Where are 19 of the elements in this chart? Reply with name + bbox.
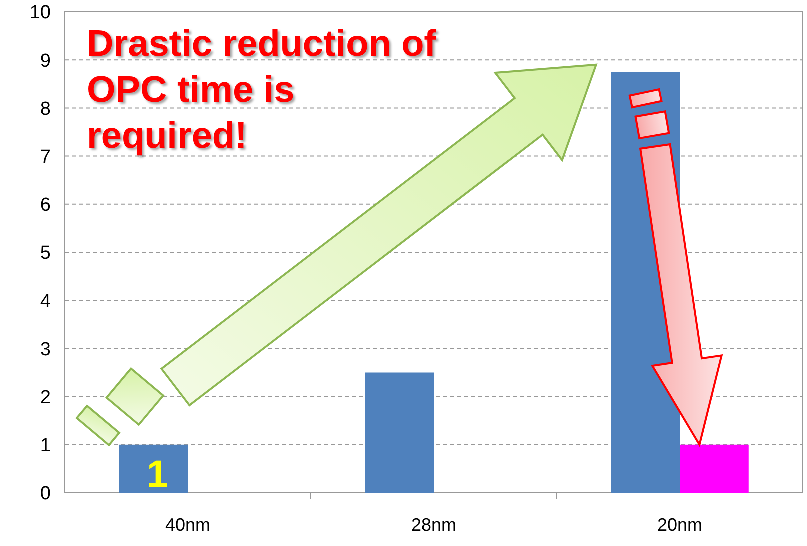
x-tick-label: 20nm [657, 515, 703, 535]
bar [680, 444, 749, 493]
y-tick-label: 5 [40, 243, 51, 264]
y-tick-label: 4 [40, 291, 52, 312]
y-tick-label: 8 [40, 98, 51, 120]
y-tick-label: 9 [40, 50, 51, 72]
y-tick-label: 1 [40, 436, 51, 457]
y-tick-label: 6 [40, 195, 51, 216]
bar [119, 444, 188, 493]
x-tick-label: 40nm [165, 515, 211, 535]
data-label: 1 [146, 454, 168, 496]
y-tick-label: 3 [40, 339, 51, 360]
annotation: Drastic reduction of OPC time is required! [87, 23, 438, 156]
y-tick-label: 0 [40, 484, 51, 505]
y-tick-label: 10 [30, 2, 51, 24]
y-tick-label: 7 [40, 146, 51, 168]
x-tick-label: 28nm [411, 515, 457, 535]
bar [365, 372, 434, 493]
y-tick-label: 2 [40, 387, 51, 408]
